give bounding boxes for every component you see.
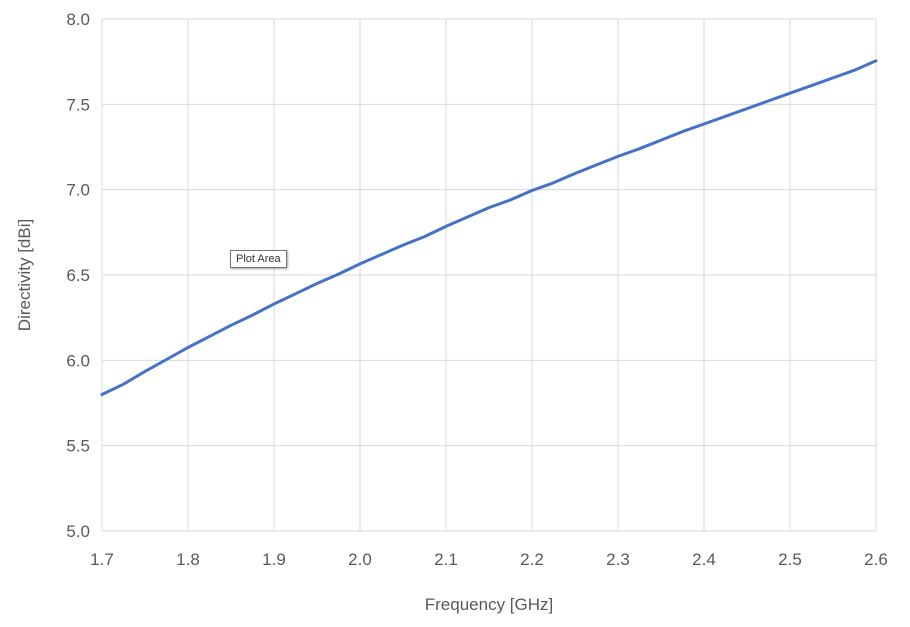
- x-tick-label: 2.1: [434, 550, 458, 569]
- series-line[interactable]: [100, 59, 878, 396]
- y-tick-label: 5.5: [66, 437, 90, 456]
- y-tick-label: 8.0: [66, 10, 90, 29]
- y-axis-title: Directivity [dBi]: [15, 219, 34, 331]
- y-tick-label: 5.0: [66, 522, 90, 541]
- y-tick-label: 7.5: [66, 95, 90, 114]
- x-tick-label: 1.7: [90, 550, 114, 569]
- y-axis-tick-labels: 5.0 5.5 6.0 6.5 7.0 7.5 8.0: [66, 10, 90, 541]
- gridlines: [101, 18, 877, 532]
- x-axis-title: Frequency [GHz]: [425, 595, 554, 614]
- x-tick-label: 2.4: [692, 550, 716, 569]
- x-tick-label: 2.0: [348, 550, 372, 569]
- x-tick-label: 2.2: [520, 550, 544, 569]
- x-tick-label: 2.6: [864, 550, 888, 569]
- plot-area-tooltip: Plot Area: [230, 250, 287, 268]
- x-tick-label: 2.5: [778, 550, 802, 569]
- y-tick-label: 6.0: [66, 351, 90, 370]
- y-tick-label: 6.5: [66, 266, 90, 285]
- x-tick-label: 1.8: [176, 550, 200, 569]
- x-axis-tick-labels: 1.7 1.8 1.9 2.0 2.1 2.2 2.3 2.4 2.5 2.6: [90, 550, 888, 569]
- series-group[interactable]: [100, 59, 878, 396]
- y-tick-label: 7.0: [66, 181, 90, 200]
- x-tick-label: 1.9: [262, 550, 286, 569]
- x-tick-label: 2.3: [606, 550, 630, 569]
